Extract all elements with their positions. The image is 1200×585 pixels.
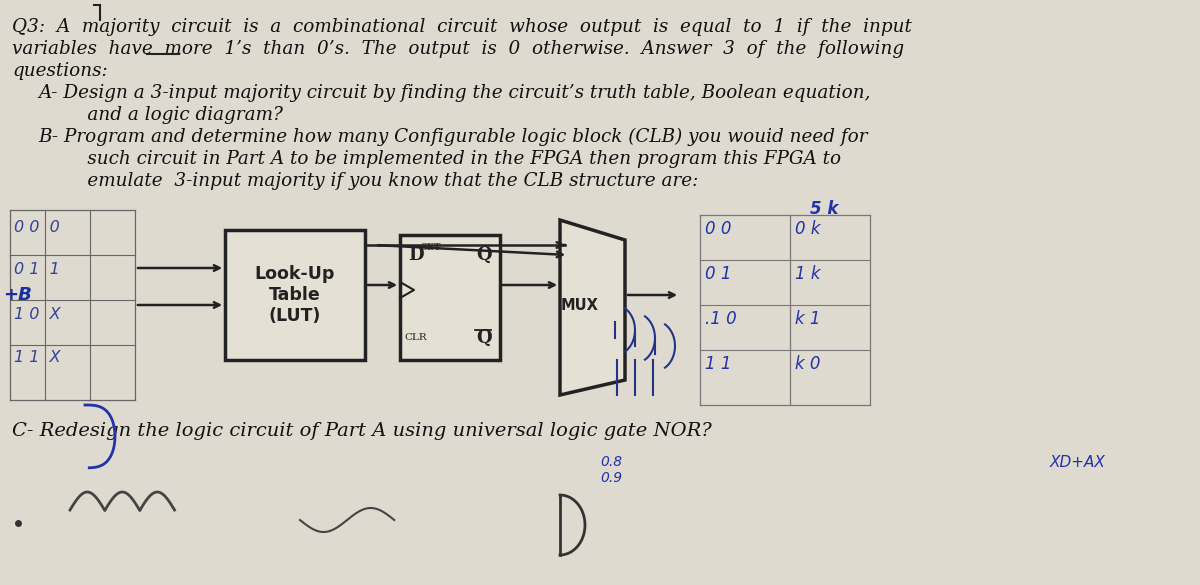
Polygon shape (560, 220, 625, 395)
Text: CLR: CLR (404, 333, 427, 342)
Text: k 1: k 1 (796, 310, 821, 328)
Text: emulate  3-input majority if you know that the CLB structure are:: emulate 3-input majority if you know tha… (58, 172, 698, 190)
Text: 0 1  1: 0 1 1 (14, 262, 60, 277)
Bar (226, 230, 365, 360)
Text: Q: Q (476, 246, 492, 264)
Text: Q: Q (476, 329, 492, 347)
Text: 0.8
0.9: 0.8 0.9 (600, 455, 622, 485)
Text: 5 k: 5 k (810, 200, 839, 218)
Text: 0 1: 0 1 (706, 265, 732, 283)
Text: 1 0  X: 1 0 X (14, 307, 61, 322)
Text: D: D (408, 246, 424, 264)
Text: 1 1: 1 1 (706, 355, 732, 373)
Text: A- Design a 3-input majority circuit by finding the circuit’s truth table, Boole: A- Design a 3-input majority circuit by … (38, 84, 870, 102)
Text: 0 k: 0 k (796, 220, 821, 238)
Text: 0 0  0: 0 0 0 (14, 220, 60, 235)
Text: k 0: k 0 (796, 355, 821, 373)
Text: MUX: MUX (562, 298, 599, 312)
Text: .1 0: .1 0 (706, 310, 737, 328)
Text: 0 0: 0 0 (706, 220, 732, 238)
Text: B- Program and determine how many Configurable logic block (CLB) you wouid need : B- Program and determine how many Config… (38, 128, 868, 146)
Text: +B: +B (2, 286, 32, 304)
Text: SET: SET (420, 243, 440, 253)
Text: variables  have  more  1’s  than  0’s.  The  output  is  0  otherwise.  Answer  : variables have more 1’s than 0’s. The ou… (12, 40, 904, 58)
Text: questions:: questions: (12, 62, 108, 80)
Text: Look-Up
Table
(LUT): Look-Up Table (LUT) (254, 265, 335, 325)
Text: and a logic diagram?: and a logic diagram? (58, 106, 283, 124)
Text: 1 k: 1 k (796, 265, 821, 283)
Text: C- Redesign the logic circuit of Part A using universal logic gate NOR?: C- Redesign the logic circuit of Part A … (12, 422, 712, 440)
Bar (400, 235, 500, 360)
Text: XD+AX: XD+AX (1050, 455, 1106, 470)
Text: 1 1  X: 1 1 X (14, 350, 61, 365)
Text: such circuit in Part A to be implemented in the FPGA then program this FPGA to: such circuit in Part A to be implemented… (58, 150, 841, 168)
Text: Q3:  A  majority  circuit  is  a  combinational  circuit  whose  output  is  equ: Q3: A majority circuit is a combinationa… (12, 18, 912, 36)
